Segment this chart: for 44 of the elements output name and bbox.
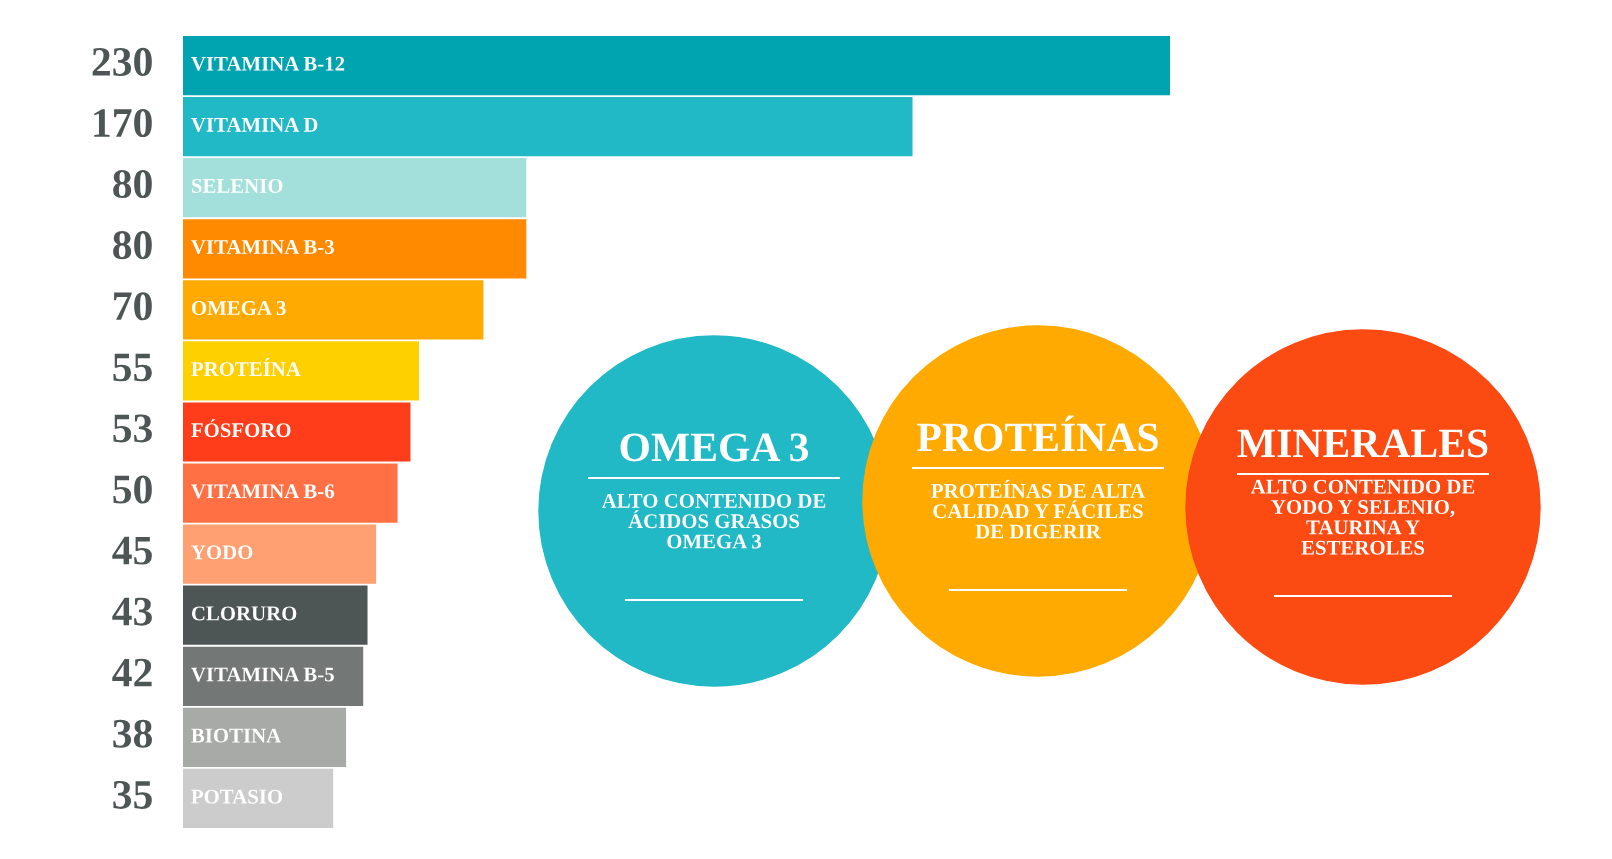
- annotation: OMEGA 3: [620, 433, 809, 462]
- text: MINERALES: [1237, 429, 1488, 458]
- y-tick-label: VITAMINA B-3: [191, 239, 334, 255]
- bar: [183, 585, 368, 645]
- bar: [183, 219, 527, 279]
- y-tick-label: SELENIO: [192, 178, 283, 193]
- data-label: 42: [112, 658, 152, 687]
- annotation: ALTO CONTENIDO DE ÁCIDOS GRASOS OMEGA 3: [601, 493, 826, 549]
- bar: [183, 463, 398, 523]
- bar: [183, 524, 377, 584]
- data-label: 50: [113, 475, 152, 504]
- data-label: 55: [113, 353, 152, 382]
- y-tick-label: VITAMINA B-12: [191, 56, 345, 71]
- data-label: 80: [113, 231, 152, 260]
- text: ALTO CONTENIDO DE YODO Y SELENIO, TAURINA Y ESTEROLES: [1250, 479, 1475, 555]
- y-tick-label: FÓSFORO: [191, 419, 291, 438]
- y-tick-label: CLORURO: [191, 606, 297, 621]
- y-tick-label: VITAMINA B-5: [191, 667, 334, 682]
- bar: [183, 402, 411, 462]
- data-label: 38: [113, 719, 153, 748]
- bar: [183, 158, 527, 218]
- data-label: 45: [112, 536, 152, 565]
- y-tick-label: OMEGA 3: [191, 301, 286, 316]
- data-label: 230: [92, 47, 152, 76]
- data-label: 70: [114, 292, 152, 321]
- data-label: 35: [113, 780, 152, 809]
- y-tick-label: VITAMINA D: [191, 117, 318, 132]
- bar: [183, 341, 420, 401]
- bar: [183, 96, 913, 157]
- data-label: 43: [112, 597, 152, 626]
- annotation: PROTEÍNAS DE ALTA CALIDAD Y FÁCILES DE DIGERIR: [931, 479, 1145, 539]
- y-tick-label: BIOTINA: [191, 728, 282, 743]
- bar: [183, 707, 347, 768]
- y-tick-label: PROTEÍNA: [191, 358, 301, 377]
- bar: [183, 35, 1170, 96]
- bar: [183, 646, 364, 706]
- data-label: 80: [113, 170, 152, 199]
- data-label: 170: [94, 108, 152, 138]
- data-label: 53: [113, 414, 152, 443]
- bar: [183, 768, 334, 829]
- y-tick-label: VITAMINA B-6: [191, 484, 335, 499]
- annotation: PROTEÍNAS: [917, 415, 1158, 452]
- bar: [183, 280, 484, 340]
- y-tick-label: YODO: [191, 545, 253, 560]
